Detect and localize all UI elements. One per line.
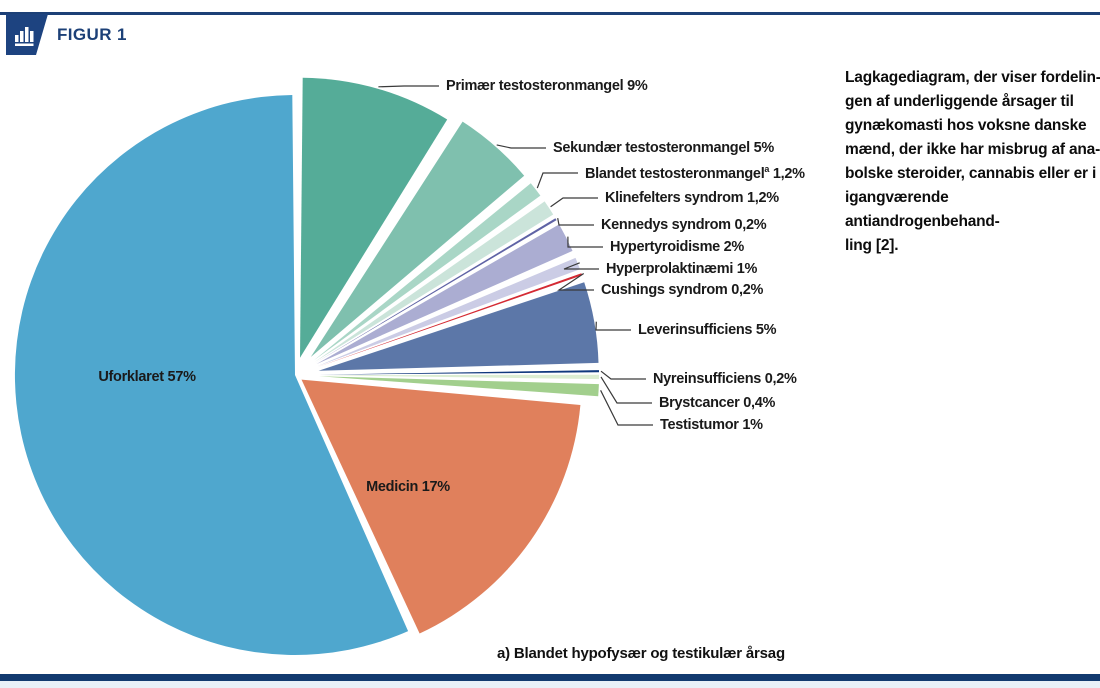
caption-line: bolske steroider, cannabis eller er i [845, 165, 1097, 182]
pie-label-sekundaer-testosteronmangel: Sekundær testosteronmangel 5% [553, 140, 774, 156]
bar-chart-icon [12, 22, 38, 48]
figure-footnote: a) Blandet hypofysær og testikulær årsag [497, 645, 785, 662]
caption-line: gynækomasti hos voksne danske [845, 117, 1087, 134]
slice-name: Brystcancer [659, 395, 740, 411]
bottom-strip [0, 681, 1100, 688]
slice-percent: 5% [753, 140, 775, 156]
pie-slice-medicin [301, 379, 581, 634]
pie-slice-hyperprolaktinaemi [317, 257, 580, 367]
figure-caption: Lagkagediagram, der viser fordelin-gen a… [845, 66, 1100, 258]
leader-line-hyperprolaktinaemi [563, 262, 599, 270]
slice-percent: 1,2% [746, 190, 779, 206]
slice-name: Sekundær testosteronmangel [553, 140, 750, 156]
leader-line-hypertyroidisme [567, 236, 603, 248]
pie-label-testistumor: Testistumor 1% [660, 417, 763, 433]
slice-percent: 0,2% [764, 371, 797, 387]
leader-line-cushings-syndrom [557, 273, 594, 291]
slice-percent: 1% [736, 261, 758, 277]
pie-slice-klinefelters-syndrom [315, 201, 554, 362]
slice-percent: 5% [755, 322, 777, 338]
leader-line-primaer-testosteronmangel [378, 85, 439, 88]
slice-percent: 9% [627, 78, 648, 94]
leader-line-brystcancer [600, 376, 652, 404]
slice-percent: 2% [723, 239, 745, 255]
slice-name: Hyperprolaktinæmi [606, 261, 734, 277]
pie-slice-cushings-syndrom [317, 273, 583, 367]
pie-label-primaer-testosteronmangel: Primær testosteronmangel 9% [446, 78, 648, 94]
caption-line: igangværende antiandrogenbehand- [845, 189, 1000, 230]
leader-line-testistumor [600, 390, 653, 426]
pie-slice-blandet-testosteronmangel [314, 183, 541, 361]
slice-percent: 17% [421, 479, 450, 495]
leader-line-sekundaer-testosteronmangel [496, 144, 546, 149]
slice-name: Klinefelters syndrom [605, 190, 744, 206]
pie-label-hyperprolaktinaemi: Hyperprolaktinæmi 1% [606, 261, 757, 277]
pie-label-hypertyroidisme: Hypertyroidisme 2% [610, 239, 744, 255]
slice-percent: 1% [742, 417, 763, 433]
pie-label-leverinsufficiens: Leverinsufficiens 5% [638, 322, 777, 338]
pie-slice-testistumor [319, 376, 599, 397]
pie-slice-primaer-testosteronmangel [300, 77, 448, 358]
slice-footnote-marker: a [764, 164, 770, 175]
pie-label-klinefelters-syndrom: Klinefelters syndrom 1,2% [605, 190, 779, 206]
slice-percent: 57% [167, 369, 196, 385]
pie-slice-uforklaret [14, 95, 409, 655]
slice-name: Medicin [366, 479, 419, 495]
caption-line: Lagkagediagram, der viser fordelin- [845, 69, 1100, 86]
slice-name: Cushings syndrom [601, 282, 728, 298]
pie-slice-kennedys-syndrom [315, 218, 557, 363]
top-rule [0, 12, 1100, 15]
pie-label-nyreinsufficiens: Nyreinsufficiens 0,2% [653, 371, 797, 387]
caption-line: gen af underliggende årsager til [845, 93, 1074, 110]
pie-label-uforklaret: Uforklaret 57% [98, 369, 196, 385]
leader-line-nyreinsufficiens [600, 370, 646, 380]
leader-line-kennedys-syndrom [557, 217, 594, 226]
pie-label-brystcancer: Brystcancer 0,4% [659, 395, 775, 411]
caption-line: mænd, der ikke har misbrug af ana- [845, 141, 1100, 158]
pie-slice-sekundaer-testosteronmangel [310, 121, 525, 357]
bottom-rule [0, 674, 1100, 681]
slice-name: Testistumor [660, 417, 739, 433]
leader-line-klinefelters-syndrom [550, 197, 598, 208]
slice-percent: 1,2% [772, 165, 805, 182]
slice-percent: 0,4% [743, 395, 776, 411]
slice-percent: 0,2% [734, 217, 767, 233]
pie-slice-hypertyroidisme [316, 224, 573, 365]
pie-slice-brystcancer [319, 374, 600, 380]
slice-name: Blandet testosteronmangel [585, 165, 765, 182]
slice-name: Uforklaret [98, 369, 164, 385]
slice-name: Hypertyroidisme [610, 239, 720, 255]
pie-label-medicin: Medicin 17% [366, 479, 450, 495]
slice-name: Leverinsufficiens [638, 322, 753, 338]
pie-label-blandet-testosteronmangel: Blandet testosteronmangela 1,2% [585, 164, 805, 182]
leader-line-leverinsufficiens [595, 321, 631, 331]
leader-line-blandet-testosteronmangel [536, 172, 578, 189]
caption-line: ling [2]. [845, 237, 899, 254]
pie-label-kennedys-syndrom: Kennedys syndrom 0,2% [601, 217, 767, 233]
slice-name: Primær testosteronmangel [446, 78, 624, 94]
pie-slice-nyreinsufficiens [319, 370, 600, 375]
slice-name: Nyreinsufficiens [653, 371, 762, 387]
pie-slice-leverinsufficiens [318, 282, 599, 371]
slice-percent: 0,2% [731, 282, 764, 298]
pie-label-cushings-syndrom: Cushings syndrom 0,2% [601, 282, 763, 298]
slice-name: Kennedys syndrom [601, 217, 731, 233]
figure-title: FIGUR 1 [57, 25, 127, 44]
